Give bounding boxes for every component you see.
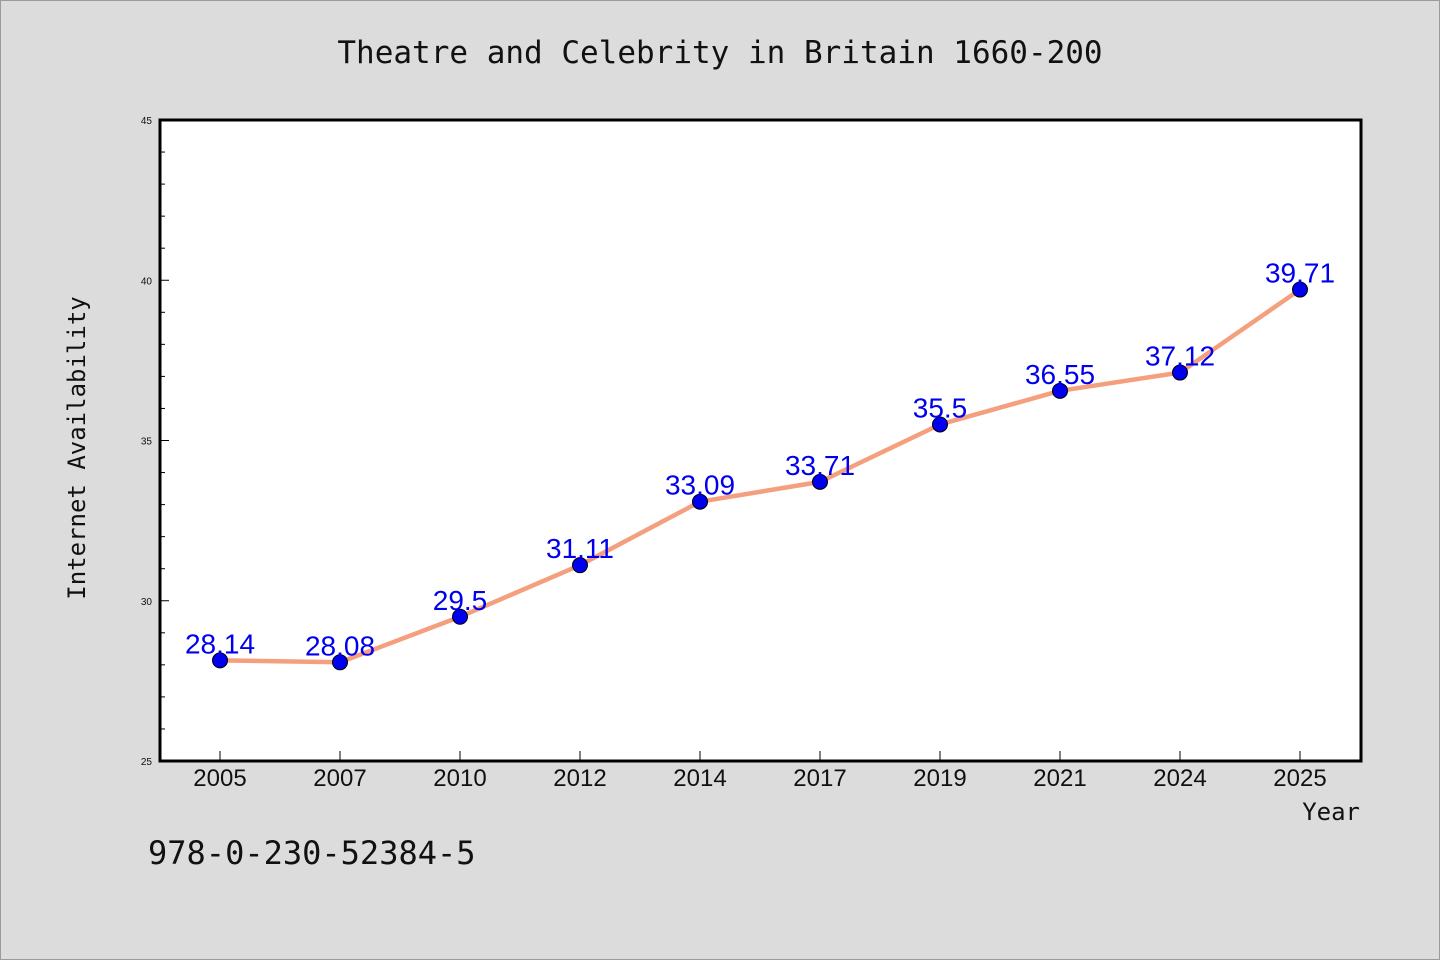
data-point — [812, 473, 828, 490]
x-tick-label: 2005 — [193, 765, 246, 792]
x-tick-label: 2012 — [553, 765, 606, 792]
x-tick-label: 2014 — [673, 765, 726, 792]
x-tick-label: 2025 — [1273, 765, 1326, 792]
data-label: 33.71 — [785, 450, 855, 481]
y-tick-label: 25 — [141, 757, 153, 768]
data-point — [932, 416, 948, 433]
data-point — [572, 557, 588, 574]
data-label: 36.55 — [1025, 359, 1095, 390]
x-tick-label: 2024 — [1153, 765, 1206, 792]
data-label: 39.71 — [1265, 258, 1335, 289]
x-tick-label: 2007 — [313, 765, 366, 792]
data-label: 31.11 — [546, 533, 614, 564]
data-label: 29.5 — [433, 585, 488, 616]
y-tick-label: 40 — [141, 276, 153, 287]
x-tick-label: 2017 — [793, 765, 846, 792]
data-point — [1172, 364, 1188, 381]
series-line — [219, 287, 1302, 665]
x-tick-label: 2021 — [1033, 765, 1086, 792]
data-point — [692, 493, 708, 510]
y-tick-label: 45 — [141, 116, 153, 127]
data-label: 37.12 — [1145, 341, 1215, 372]
series-line-group: 28.14 28.08 29.5 31.11 33.09 33.71 35.5 36.55 37… — [185, 258, 1335, 671]
data-point — [1292, 281, 1308, 298]
x-axis-label: Year — [1302, 798, 1360, 826]
data-point — [212, 652, 228, 669]
y-axis-label: Internet Availability — [63, 296, 91, 599]
chart-title: Theatre and Celebrity in Britain 1660-20… — [337, 35, 1102, 71]
data-label: 35.5 — [913, 392, 968, 423]
data-label: 28.08 — [305, 630, 375, 661]
data-label: 33.09 — [665, 470, 735, 501]
y-tick-label: 35 — [141, 437, 153, 448]
y-axis: 25 30 35 40 45 — [141, 116, 169, 768]
data-label: 28.14 — [185, 628, 255, 659]
y-tick-label: 30 — [141, 597, 153, 608]
data-point — [452, 608, 468, 625]
data-point — [1052, 382, 1068, 399]
isbn-footer: 978-0-230-52384-5 — [148, 834, 476, 872]
x-tick-label: 2019 — [913, 765, 966, 792]
data-point — [332, 654, 348, 671]
x-tick-label: 2010 — [433, 765, 486, 792]
x-axis: 2005 2007 2010 2012 2014 2017 2019 2021 2024 2025 — [193, 751, 1327, 792]
